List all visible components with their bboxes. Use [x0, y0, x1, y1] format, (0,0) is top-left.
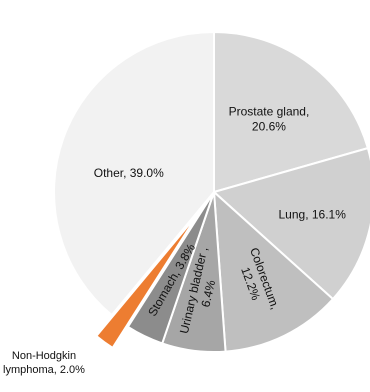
- slice-label-line: Prostate gland,: [229, 105, 310, 119]
- slice-label-line: Non-Hodgkin: [12, 350, 76, 362]
- slice-label-lung: Lung, 16.1%: [279, 208, 347, 222]
- slice-label-line: Lung, 16.1%: [279, 208, 347, 222]
- slice-label-line: Other, 39.0%: [94, 166, 164, 180]
- slice-label-non-hodgkin-lymphoma: Non-Hodgkin lymphoma, 2.0%: [3, 350, 85, 376]
- slice-label-line: 20.6%: [252, 120, 286, 134]
- slice-label-other: Other, 39.0%: [94, 166, 164, 180]
- slice-label-line: lymphoma, 2.0%: [3, 364, 85, 376]
